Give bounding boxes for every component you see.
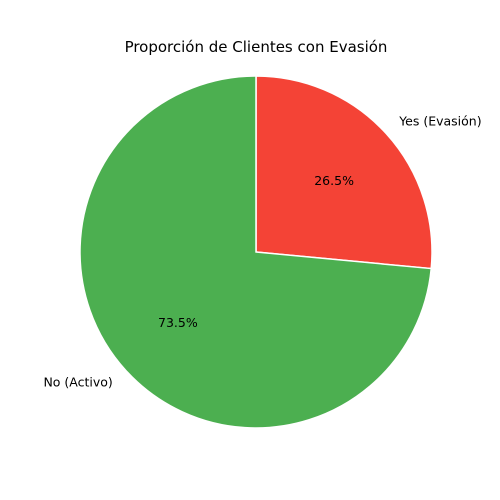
pie-slice-label-2: No (Activo) [43, 374, 112, 389]
pie-slice-percent-1: 26.5% [314, 173, 354, 188]
pie-slice-label-1: Yes (Evasión) [398, 114, 481, 129]
labels-group: 26.5% Yes (Evasión) 73.5% No (Activo) [43, 114, 481, 390]
pie-slice-percent-2: 73.5% [158, 315, 198, 330]
pie-slice-1 [255, 75, 433, 270]
chart-title: Proporción de Clientes con Evasión [125, 38, 388, 56]
pie-slice-2 [79, 75, 433, 429]
slices-group [79, 75, 433, 429]
